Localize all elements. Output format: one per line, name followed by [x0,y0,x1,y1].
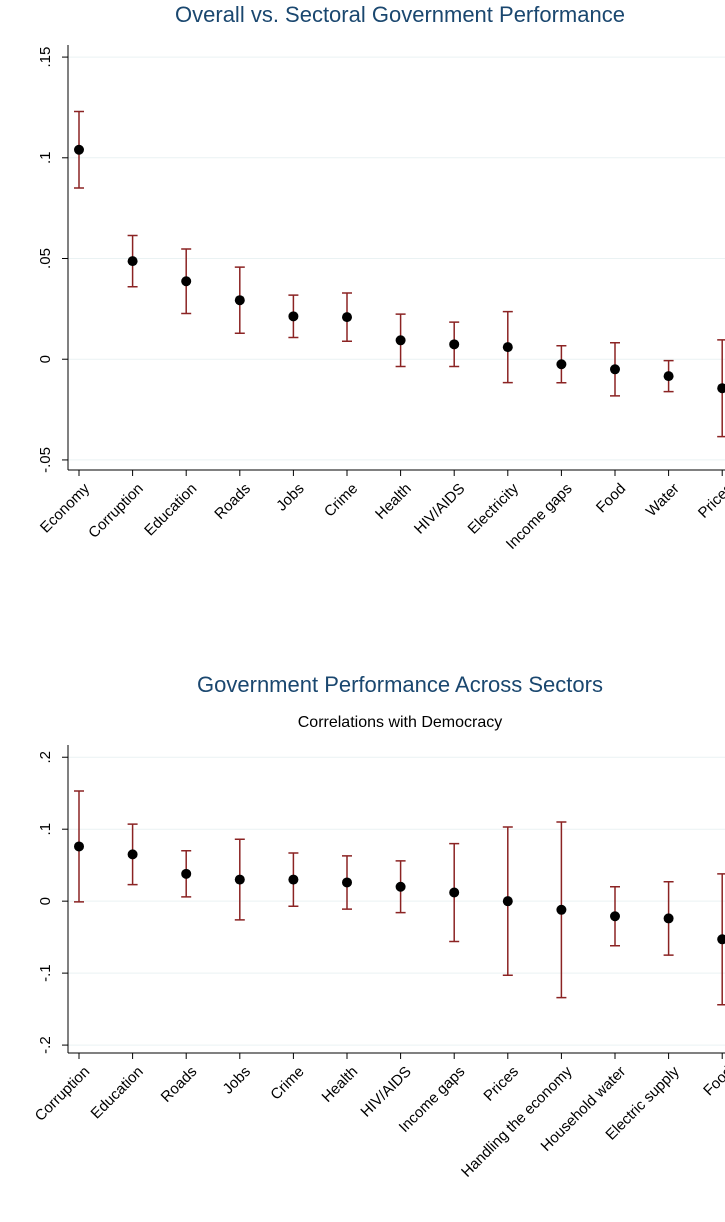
x-tick-label: Roads [158,1063,201,1106]
x-tick-label: Jobs [220,1063,254,1097]
chart-title: Overall vs. Sectoral Government Performa… [175,2,625,27]
x-tick-label: Water [643,480,683,520]
x-tick-label: Economy [37,480,94,537]
y-tick-label: .1 [37,152,54,165]
y-tick-label: -.1 [37,964,54,982]
point [127,256,138,267]
y-tick-label: .15 [37,47,54,68]
x-tick-label: HIV/AIDS [411,480,468,537]
x-tick-label: Education [88,1063,147,1122]
point [181,276,192,287]
x-tick-label: Prices [480,1063,521,1104]
x-tick-label: Crime [321,480,361,520]
point [610,911,620,922]
x-tick-label: Corruption [32,1063,94,1125]
point [610,364,620,375]
chart-title: Government Performance Across Sectors [197,672,603,697]
x-tick-label: Health [319,1063,362,1106]
x-tick-label: Food [700,1063,725,1099]
point [74,841,84,852]
x-tick-label: Roads [211,480,254,523]
point [556,904,567,915]
point [717,934,725,945]
point [395,335,406,346]
y-tick-label: .05 [37,248,54,269]
x-tick-label: Food [593,480,629,516]
x-tick-label: HIV/AIDS [357,1063,414,1120]
chart-subtitle: Correlations with Democracy [298,714,503,731]
y-tick-label: 0 [37,897,54,905]
x-tick-label: Prices [695,480,725,521]
x-tick-label: Health [372,480,415,523]
point [502,342,513,353]
y-tick-label: 0 [37,355,54,363]
point [234,874,245,885]
y-tick-label: -.2 [37,1036,54,1054]
x-tick-label: Education [141,480,200,539]
x-tick-label: Jobs [273,480,307,514]
point [449,339,460,350]
point [181,868,192,879]
point [74,144,84,155]
point [395,881,406,892]
x-tick-label: Crime [267,1063,307,1103]
point [288,311,299,322]
point [234,295,245,306]
point [663,913,674,924]
point [288,874,299,885]
y-tick-label: -.05 [37,447,54,473]
point [127,849,138,860]
y-tick-label: .2 [37,751,54,764]
point [717,383,725,394]
point [449,887,460,898]
point [556,359,567,370]
point [342,877,352,888]
point [502,896,513,907]
y-tick-label: .1 [37,823,54,836]
x-tick-label: Corruption [85,480,147,542]
point [342,312,352,323]
point [663,371,674,382]
